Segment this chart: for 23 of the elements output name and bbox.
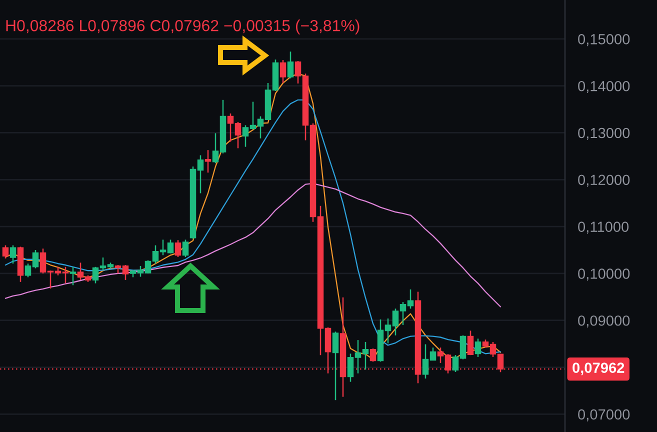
line-series	[4, 182, 502, 308]
candlestick	[10, 244, 16, 264]
y-tick-label: 0,11000	[578, 222, 629, 234]
candlestick	[287, 50, 294, 79]
candlestick	[467, 330, 474, 356]
candlestick	[370, 348, 376, 362]
candlestick	[182, 239, 189, 258]
y-tick-label: 0,07000	[578, 409, 630, 422]
y-tick-label: 0,10000	[578, 268, 630, 281]
candlestick	[70, 266, 76, 286]
candlestick	[174, 240, 182, 258]
y-tick-label: 0,15000	[578, 34, 630, 46]
y-tick-label: 0,13000	[578, 128, 630, 140]
y-tick-label: 0,12000	[578, 174, 630, 187]
candlestick	[280, 59, 286, 84]
candlestick	[2, 244, 9, 260]
y-tick-label: 0,14000	[578, 80, 630, 93]
annotation: H0,08286 L0,07896 C0,07962 −0,00315 (−3,81%)	[6, 20, 360, 34]
candlestick	[332, 330, 339, 401]
y-tick-label: 0,09000	[578, 315, 630, 328]
candlestick	[474, 338, 482, 358]
ref-line-label: 0,07962	[572, 362, 624, 376]
candlestick	[204, 149, 212, 174]
